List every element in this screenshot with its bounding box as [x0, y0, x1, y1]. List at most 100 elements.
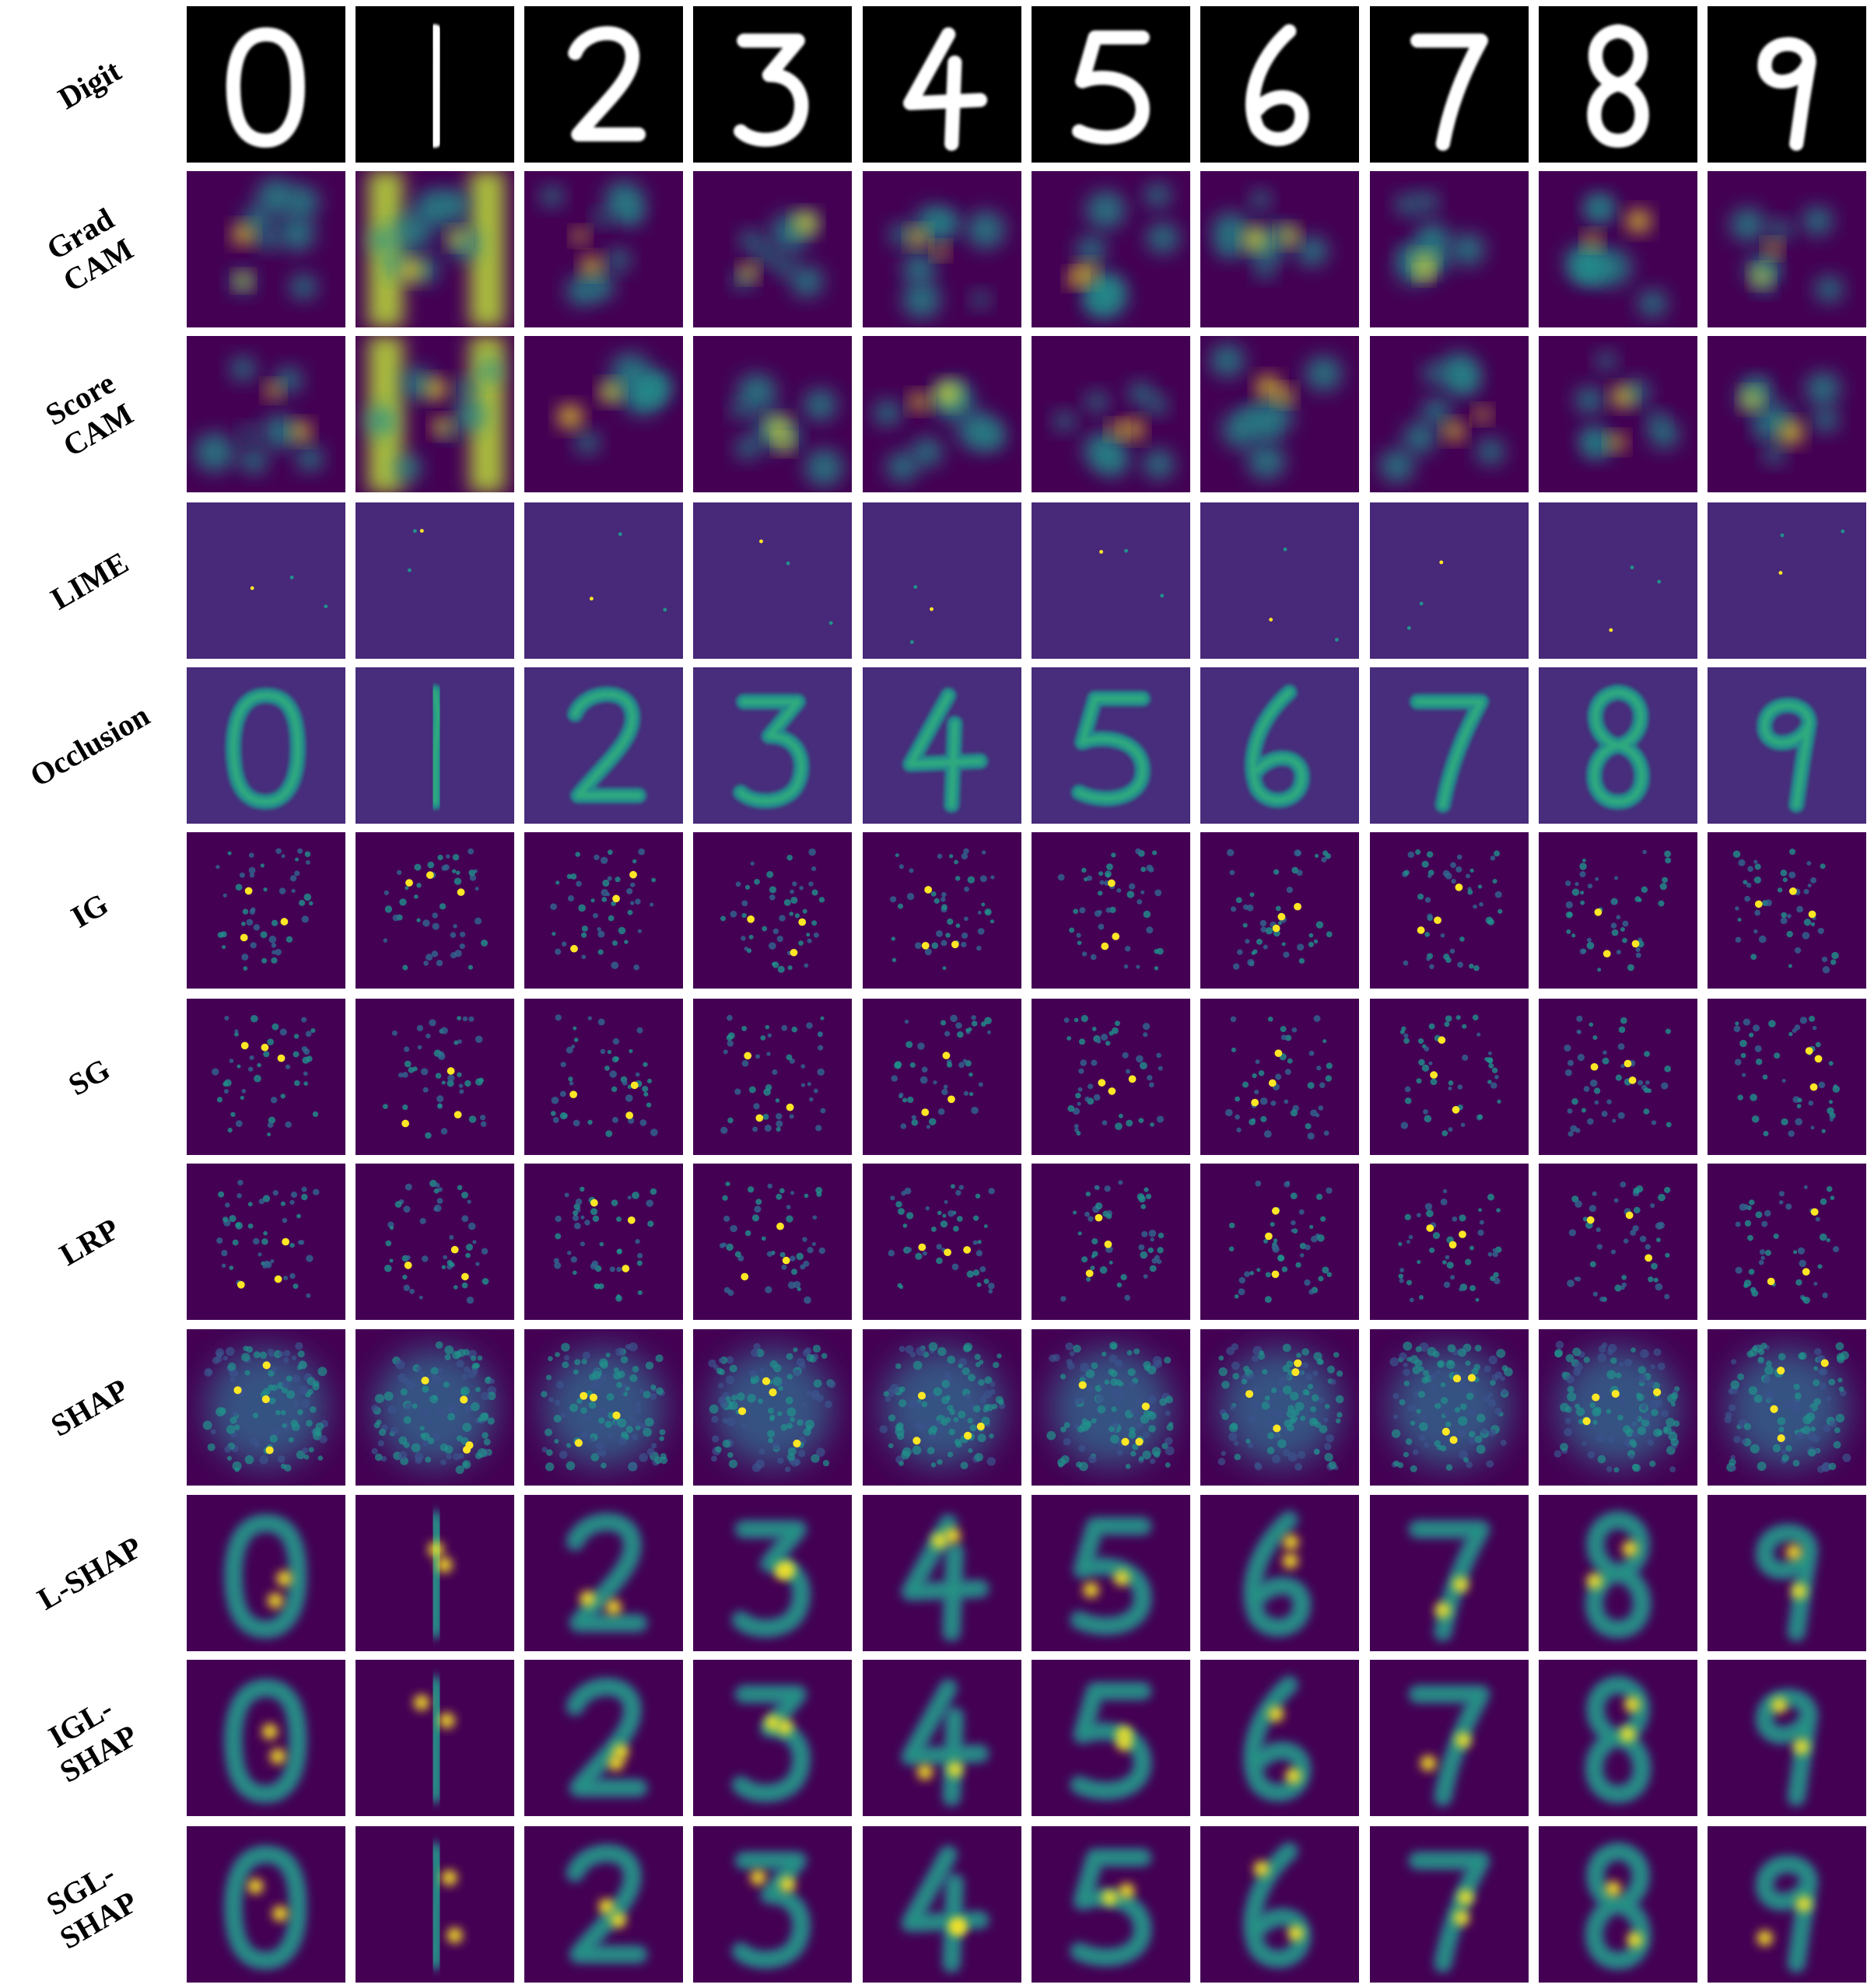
shap-point: [1328, 1461, 1337, 1469]
sparse-point: [1746, 882, 1752, 888]
sparse-point: [1067, 1104, 1075, 1112]
sparse-point: [1095, 1202, 1103, 1210]
sparse-point: [790, 889, 794, 894]
sparse-point: [572, 1215, 580, 1222]
sparse-peak: [741, 1272, 749, 1281]
sparse-point: [807, 1247, 814, 1254]
sparse-point: [1142, 1022, 1151, 1031]
sparse-point: [730, 1224, 737, 1233]
shap-point: [252, 1412, 259, 1419]
shap-point: [1458, 1450, 1468, 1460]
sparse-point: [1828, 1061, 1834, 1066]
sparse-point: [1616, 915, 1621, 920]
shap-point: [1110, 1370, 1118, 1377]
shap-point: [962, 1344, 972, 1353]
heatmap-cell-digit-digit-6: [1200, 6, 1359, 163]
activation-peak: [582, 257, 601, 275]
sparse-point: [1743, 1204, 1750, 1210]
shap-point: [1807, 1407, 1813, 1413]
shap-point: [1231, 1342, 1239, 1351]
attribution-map: [1370, 1660, 1529, 1816]
shap-point: [210, 1429, 216, 1435]
sparse-point: [1739, 1039, 1747, 1048]
sparse-point: [1455, 1015, 1461, 1020]
cell-background: [1708, 171, 1866, 327]
sparse-point: [1325, 1075, 1333, 1082]
sparse-peak: [236, 1280, 245, 1289]
sparse-point: [1077, 1087, 1083, 1092]
sparse-point: [1409, 1297, 1414, 1303]
sparse-point: [624, 940, 629, 944]
sparse-point: [622, 1080, 628, 1086]
sparse-point: [802, 908, 807, 914]
shap-point: [1336, 1412, 1343, 1418]
heatmap-cell-sparse-digit-9: [1708, 1164, 1866, 1320]
shap-point: [1217, 1458, 1226, 1465]
shap-point: [1628, 1454, 1634, 1460]
sparse-point: [962, 1059, 968, 1064]
shap-point: [1060, 1426, 1067, 1433]
sparse-point: [234, 1029, 239, 1034]
sparse-point: [289, 1272, 296, 1279]
shap-point: [1143, 1360, 1151, 1370]
shap-point: [574, 1359, 581, 1366]
sparse-point: [457, 1016, 461, 1020]
shap-point: [1487, 1392, 1494, 1398]
shap-peak: [1273, 1424, 1281, 1433]
shap-peak: [261, 1395, 270, 1404]
shap-point: [767, 1407, 775, 1414]
shap-point: [215, 1348, 225, 1357]
sparse-point: [1750, 954, 1757, 961]
activation-blob: [931, 209, 959, 236]
activation-peak: [1109, 422, 1124, 437]
shap-point: [487, 1417, 495, 1425]
sparse-point: [268, 1116, 276, 1124]
sparse-point: [636, 1260, 643, 1266]
sparse-point: [1828, 1100, 1834, 1104]
shap-point: [560, 1412, 567, 1419]
heatmap-cell-lshap-digit-8: [1539, 1660, 1697, 1816]
shap-point: [916, 1402, 923, 1409]
sparse-point: [299, 899, 306, 906]
shap-point: [1730, 1359, 1737, 1365]
shap-point: [285, 1375, 292, 1382]
sparse-point: [1457, 1084, 1463, 1090]
shap-point: [1587, 1451, 1596, 1459]
sparse-peak: [782, 1256, 790, 1265]
heatmap-cell-lshap-digit-1: [356, 1826, 514, 1983]
sparse-point: [772, 1069, 778, 1076]
attribution-map: [1032, 1329, 1190, 1486]
shap-point: [1430, 1384, 1437, 1390]
heatmap-cell-lime-digit-6: [1200, 502, 1359, 659]
sparse-point: [808, 848, 816, 856]
sparse-point: [1754, 909, 1761, 916]
sparse-point: [1148, 1082, 1154, 1088]
sparse-point: [1067, 1036, 1072, 1041]
shap-point: [1324, 1453, 1333, 1462]
sparse-point: [1265, 927, 1273, 935]
sparse-point: [235, 884, 243, 891]
sparse-point: [627, 1195, 632, 1200]
shap-point: [1065, 1342, 1074, 1351]
sparse-point: [1635, 947, 1641, 953]
activation-peak: [795, 213, 816, 233]
sparse-point: [1495, 1246, 1502, 1253]
sparse-point: [766, 870, 774, 878]
sparse-point: [234, 1031, 239, 1037]
shap-point: [1142, 1431, 1150, 1439]
sparse-point: [1079, 907, 1086, 914]
sparse-point: [1781, 912, 1788, 919]
sparse-point: [1322, 1039, 1327, 1044]
attribution-map: [524, 6, 683, 163]
sparse-point: [241, 1089, 247, 1094]
sparse-point: [811, 889, 818, 896]
sparse-point: [760, 1035, 766, 1041]
sparse-peak: [1426, 1224, 1434, 1232]
shap-point: [1733, 1435, 1741, 1444]
sparse-peak: [1438, 1036, 1446, 1045]
sparse-peak: [1455, 883, 1463, 891]
sparse-point: [573, 1038, 579, 1042]
shap-point: [1231, 1361, 1240, 1370]
sparse-point: [791, 1026, 798, 1033]
shap-point: [749, 1370, 757, 1377]
